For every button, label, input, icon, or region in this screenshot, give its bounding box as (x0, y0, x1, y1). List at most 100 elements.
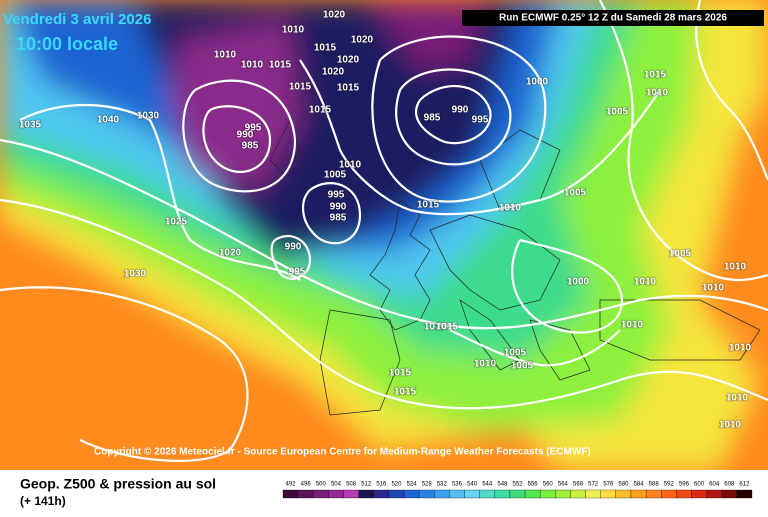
isobar-label: 1020 (351, 35, 374, 46)
forecast-time: 10:00 locale (16, 34, 118, 54)
isobar-label: 1015 (389, 368, 412, 379)
isobar-label: 995 (328, 190, 345, 201)
legend-label: 508 (346, 482, 357, 488)
legend-label: 572 (588, 482, 599, 488)
lead-time: (+ 141h) (20, 494, 66, 508)
legend-label: 516 (376, 482, 387, 488)
legend-swatch (297, 489, 314, 499)
legend-swatch (540, 489, 556, 499)
legend-swatch (464, 489, 480, 499)
legend-swatch (509, 489, 526, 499)
legend-label: 612 (739, 482, 750, 488)
isobar-label: 1035 (19, 120, 42, 131)
isobar-label: 1010 (719, 420, 742, 431)
isobar-label: 1010 (424, 322, 447, 333)
isobar-label: 1005 (504, 348, 527, 359)
legend-swatch (343, 489, 359, 499)
isobar-label: 1000 (567, 277, 590, 288)
legend-label: 496 (301, 482, 312, 488)
legend-swatch (676, 489, 692, 499)
isobar-label: 1010 (499, 203, 522, 214)
legend-label: 596 (679, 482, 690, 488)
isobar-label: 1010 (282, 25, 305, 36)
legend-swatch (494, 489, 511, 499)
legend-swatch (388, 489, 405, 499)
isobar-label: 990 (452, 105, 469, 116)
isobar-label: 1010 (729, 343, 752, 354)
legend-swatch (600, 489, 616, 499)
forecast-date: Vendredi 3 avril 2026 (3, 11, 151, 28)
isobar-label: 1040 (97, 115, 120, 126)
legend-swatch (706, 489, 722, 499)
isobar-label: 1020 (219, 248, 242, 259)
legend-swatch (313, 489, 329, 499)
run-info: Run ECMWF 0.25° 12 Z du Samedi 28 mars 2… (499, 13, 727, 24)
isobar-label: 1020 (323, 10, 346, 21)
isobar-label: 1015 (269, 60, 292, 71)
isobar-label: 985 (424, 113, 441, 124)
legend-label: 528 (422, 482, 433, 488)
isobar-label: 995 (245, 123, 262, 134)
isobar-label: 1005 (606, 107, 629, 118)
legend-swatch (585, 489, 601, 499)
isobar-label: 1010 (474, 359, 497, 370)
legend-swatch (419, 489, 435, 499)
legend-label: 536 (452, 482, 463, 488)
legend-swatch (645, 489, 662, 499)
legend-label: 576 (603, 482, 614, 488)
legend-swatch (691, 489, 707, 499)
legend-swatch (661, 489, 677, 499)
isobar-label: 1015 (314, 43, 337, 54)
isobar-label: 1015 (394, 387, 417, 398)
isobar-label: 985 (242, 141, 259, 152)
legend-label: 604 (709, 482, 720, 488)
legend-label: 588 (649, 482, 660, 488)
legend-swatch (555, 489, 571, 499)
legend-swatch (358, 489, 374, 499)
legend-swatch (736, 489, 753, 499)
isobar-label: 1015 (644, 70, 667, 81)
legend-label: 584 (634, 482, 645, 488)
legend-swatch (449, 489, 465, 499)
legend-label: 532 (437, 482, 448, 488)
isobar-label: 1005 (511, 361, 534, 372)
geopotential-field (0, 0, 768, 470)
isobar-label: 1030 (137, 111, 160, 122)
isobar-label: 1020 (337, 55, 360, 66)
legend-swatch (615, 489, 632, 499)
legend-swatch (403, 489, 420, 499)
legend-label: 608 (724, 482, 735, 488)
isobar-label: 1010 (702, 283, 725, 294)
isobar-label: 1010 (621, 320, 644, 331)
legend-label: 560 (543, 482, 554, 488)
isobar-label: 1010 (726, 393, 749, 404)
legend-label: 592 (664, 482, 675, 488)
isobar-label: 1015 (337, 83, 360, 94)
isobar-label: 985 (330, 213, 347, 224)
legend-label: 556 (528, 482, 539, 488)
isobar-label: 990 (330, 202, 347, 213)
legend-swatch (479, 489, 495, 499)
legend-label: 500 (316, 482, 327, 488)
isobar-label: 1000 (526, 77, 549, 88)
legend-label: 564 (558, 482, 569, 488)
isobar-label: 1025 (165, 217, 188, 228)
legend-label: 548 (497, 482, 508, 488)
isobar-label: 1010 (646, 88, 669, 99)
isobar-label: 1030 (124, 269, 147, 280)
isobar-label: 1010 (724, 262, 747, 273)
isobar-label: 1015 (289, 82, 312, 93)
legend-swatch (524, 489, 541, 499)
legend-label: 600 (694, 482, 705, 488)
legend-swatch (721, 489, 738, 499)
legend-swatch (328, 489, 344, 499)
legend-label: 492 (286, 482, 297, 488)
isobar-label: 1010 (634, 277, 657, 288)
isobar-label: 1005 (669, 249, 692, 260)
legend-label: 568 (573, 482, 584, 488)
isobar-label: 1010 (339, 160, 362, 171)
isobar-label: 1010 (214, 50, 237, 61)
